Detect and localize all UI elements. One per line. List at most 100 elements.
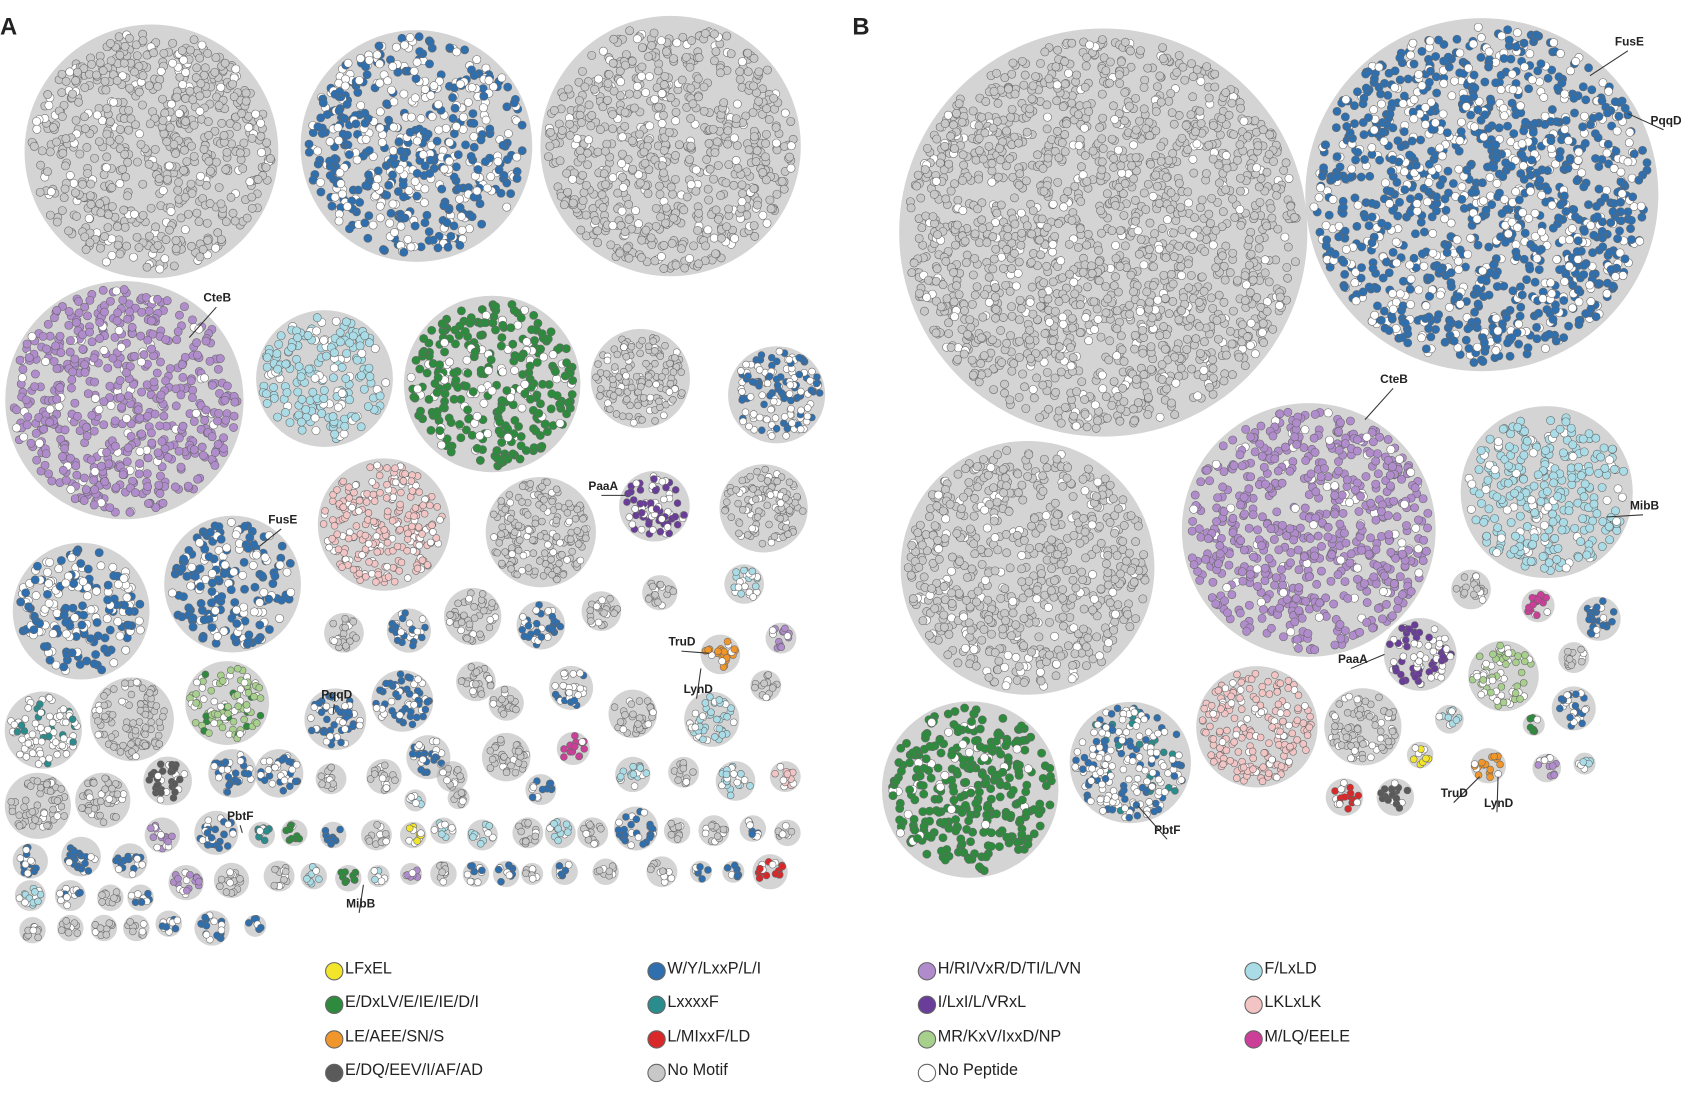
node xyxy=(86,179,96,189)
node xyxy=(666,359,674,368)
node xyxy=(754,96,763,106)
node xyxy=(198,684,207,692)
node xyxy=(127,322,137,332)
node xyxy=(329,348,339,358)
node xyxy=(80,112,89,122)
node xyxy=(333,530,341,538)
node xyxy=(355,197,365,207)
node xyxy=(48,123,58,132)
node xyxy=(487,386,497,396)
node xyxy=(745,422,753,431)
node xyxy=(552,516,561,524)
node xyxy=(341,725,349,733)
node xyxy=(66,485,76,494)
node xyxy=(618,412,627,420)
node xyxy=(543,427,552,437)
node xyxy=(96,561,106,571)
node xyxy=(452,47,462,57)
node xyxy=(601,146,610,156)
node xyxy=(423,698,432,706)
node xyxy=(188,315,197,325)
node xyxy=(620,107,630,117)
node xyxy=(155,740,163,748)
node xyxy=(440,347,449,357)
node xyxy=(183,209,193,219)
node xyxy=(35,438,44,448)
node xyxy=(671,116,680,126)
node xyxy=(413,384,423,394)
node xyxy=(181,117,191,126)
node xyxy=(364,363,374,373)
node xyxy=(627,136,637,146)
node xyxy=(652,505,661,513)
node xyxy=(260,552,270,562)
node xyxy=(445,138,454,147)
node xyxy=(154,731,163,740)
node xyxy=(16,750,24,759)
node xyxy=(311,426,321,435)
node xyxy=(501,505,509,514)
node xyxy=(287,342,296,352)
node xyxy=(156,471,165,481)
node xyxy=(481,157,490,166)
node xyxy=(537,442,547,451)
node xyxy=(548,497,556,506)
node xyxy=(135,459,145,468)
node xyxy=(107,251,117,260)
node xyxy=(524,564,533,572)
node xyxy=(191,719,200,727)
node xyxy=(528,536,537,544)
node xyxy=(171,401,181,411)
node xyxy=(45,655,55,665)
node xyxy=(188,95,198,105)
node xyxy=(552,485,561,494)
node xyxy=(100,76,110,86)
node xyxy=(671,107,681,117)
node xyxy=(644,342,653,351)
node xyxy=(739,417,747,426)
node xyxy=(359,384,369,394)
node xyxy=(544,152,553,161)
node xyxy=(100,633,110,643)
node xyxy=(660,495,668,504)
node xyxy=(753,513,762,521)
node xyxy=(460,327,470,336)
node xyxy=(105,381,115,391)
node xyxy=(606,405,614,413)
node xyxy=(412,191,422,201)
node xyxy=(68,715,77,724)
node xyxy=(355,341,365,351)
node xyxy=(351,412,360,422)
node xyxy=(716,191,725,200)
node xyxy=(721,506,729,515)
node xyxy=(256,118,266,128)
node xyxy=(238,570,248,580)
node xyxy=(396,500,404,509)
node xyxy=(214,364,223,374)
node xyxy=(141,730,149,739)
node xyxy=(84,214,94,223)
node xyxy=(73,67,82,77)
node xyxy=(240,715,248,724)
node xyxy=(248,561,258,570)
node xyxy=(538,379,547,389)
node xyxy=(80,360,89,370)
node xyxy=(338,563,346,571)
node xyxy=(257,571,267,581)
node xyxy=(201,336,211,346)
node xyxy=(67,383,76,393)
node xyxy=(501,548,509,556)
node xyxy=(52,305,62,315)
node xyxy=(657,252,666,261)
cluster xyxy=(642,575,678,611)
node xyxy=(710,56,719,66)
node xyxy=(87,337,97,347)
node xyxy=(354,76,364,85)
node xyxy=(596,125,605,134)
node xyxy=(502,202,512,212)
node xyxy=(651,347,659,355)
node xyxy=(380,526,388,534)
node xyxy=(210,461,220,470)
node xyxy=(389,159,399,169)
node xyxy=(559,200,569,210)
